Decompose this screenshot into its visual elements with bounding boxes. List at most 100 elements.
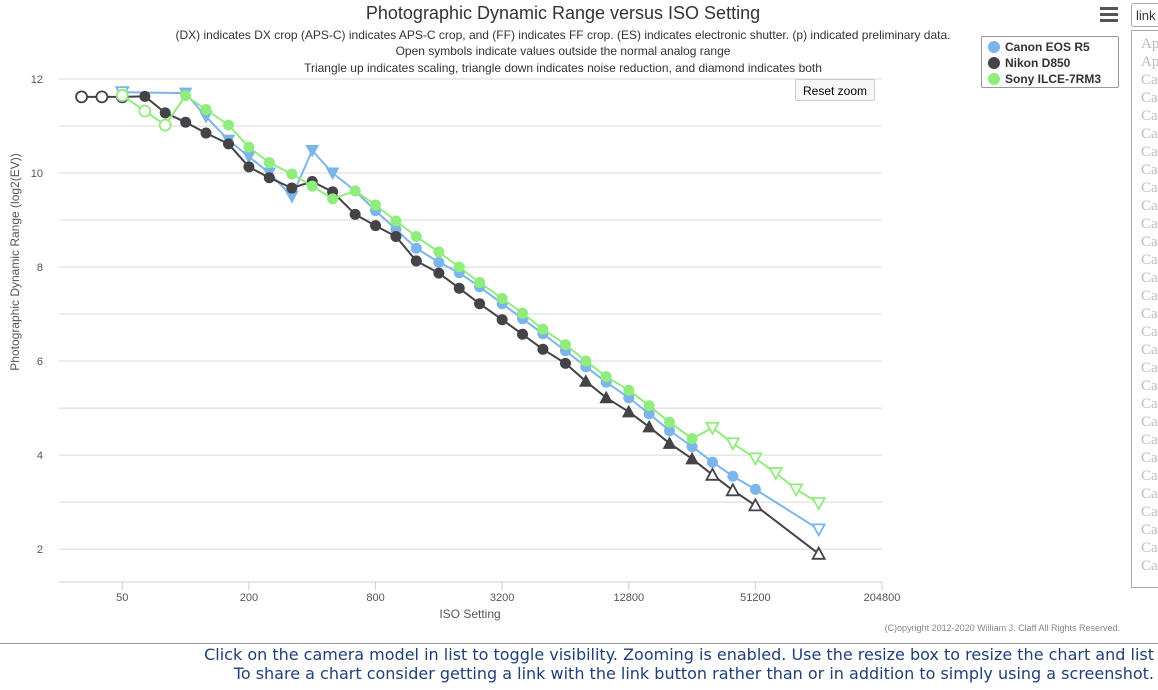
data-point[interactable] — [788, 483, 804, 498]
data-point[interactable] — [599, 390, 614, 404]
data-point[interactable] — [623, 384, 635, 396]
camera-list-item[interactable]: Ca — [1141, 306, 1158, 322]
data-point[interactable] — [95, 90, 109, 104]
data-point[interactable] — [811, 497, 827, 511]
data-point[interactable] — [686, 433, 698, 445]
data-point[interactable] — [474, 298, 486, 310]
camera-list-item[interactable]: Ca — [1141, 450, 1158, 466]
legend-item-canon-eos-r5[interactable]: Canon EOS R5 — [988, 39, 1112, 55]
data-point[interactable] — [180, 89, 192, 101]
camera-list-item[interactable]: Ca — [1141, 288, 1158, 304]
data-point[interactable] — [517, 307, 529, 319]
data-point[interactable] — [370, 220, 382, 232]
camera-model-list[interactable]: Ap Ap Ca Ca Ca Ca Ca Ca Ca Ca Ca Ca Ca Ca Ca Ca Ca Ca Ca Ca… — [1131, 30, 1158, 588]
data-point[interactable] — [243, 161, 255, 173]
data-point[interactable] — [223, 119, 235, 131]
camera-list-item[interactable]: Ca — [1141, 90, 1158, 106]
data-point[interactable] — [349, 208, 361, 220]
legend-item-nikon-d850[interactable]: Nikon D850 — [988, 55, 1112, 71]
data-point[interactable] — [580, 355, 592, 367]
camera-list-item[interactable]: Ca — [1141, 522, 1158, 538]
data-point[interactable] — [685, 451, 699, 465]
series-1[interactable] — [75, 90, 827, 560]
data-point[interactable] — [749, 483, 761, 495]
data-point[interactable] — [664, 416, 676, 428]
data-point[interactable] — [643, 400, 655, 412]
camera-list-item[interactable]: Ca — [1141, 180, 1158, 196]
link-button[interactable]: link — [1131, 3, 1158, 27]
data-point[interactable] — [725, 437, 741, 452]
data-point[interactable] — [517, 328, 529, 340]
data-point[interactable] — [643, 408, 655, 420]
data-point[interactable] — [223, 138, 235, 150]
data-point[interactable] — [433, 267, 445, 279]
data-point[interactable] — [496, 314, 508, 326]
data-point[interactable] — [811, 545, 827, 560]
data-point[interactable] — [200, 104, 212, 116]
data-point[interactable] — [453, 282, 465, 294]
camera-list-item[interactable]: Ca — [1141, 72, 1158, 88]
camera-list-item[interactable]: Ca — [1141, 558, 1158, 574]
data-point[interactable] — [747, 497, 763, 512]
data-point[interactable] — [496, 293, 508, 305]
data-point[interactable] — [263, 172, 275, 184]
data-point[interactable] — [600, 371, 612, 383]
data-point[interactable] — [642, 419, 656, 433]
data-point[interactable] — [286, 182, 298, 194]
data-point[interactable] — [811, 523, 827, 538]
data-point[interactable] — [180, 116, 192, 128]
data-point[interactable] — [704, 421, 720, 436]
data-point[interactable] — [725, 482, 741, 497]
data-point[interactable] — [158, 118, 172, 132]
data-point[interactable] — [370, 199, 382, 211]
camera-list-item[interactable]: Ca — [1141, 486, 1158, 502]
camera-list-item[interactable]: Ap — [1141, 36, 1158, 52]
camera-list-item[interactable]: Ca — [1141, 324, 1158, 340]
data-point[interactable] — [305, 144, 320, 158]
data-point[interactable] — [349, 185, 361, 197]
camera-list-item[interactable]: Ca — [1141, 396, 1158, 412]
data-point[interactable] — [138, 104, 152, 118]
series-2[interactable] — [115, 89, 827, 511]
camera-list-item[interactable]: Ca — [1141, 270, 1158, 286]
camera-list-item[interactable]: Ca — [1141, 468, 1158, 484]
data-point[interactable] — [410, 230, 422, 242]
data-point[interactable] — [704, 466, 720, 481]
series-0[interactable] — [114, 86, 827, 538]
data-point[interactable] — [747, 452, 763, 467]
data-point[interactable] — [139, 90, 151, 102]
camera-list-item[interactable]: Ca — [1141, 234, 1158, 250]
data-point[interactable] — [727, 470, 739, 482]
camera-list-item[interactable]: Ca — [1141, 342, 1158, 358]
data-point[interactable] — [474, 277, 486, 289]
camera-list-item[interactable]: Ca — [1141, 540, 1158, 556]
data-point[interactable] — [263, 157, 275, 169]
data-point[interactable] — [286, 168, 298, 180]
data-point[interactable] — [621, 404, 636, 418]
camera-list-item[interactable]: Ca — [1141, 144, 1158, 160]
camera-list-item[interactable]: Ca — [1141, 198, 1158, 214]
camera-list-item[interactable]: Ca — [1141, 252, 1158, 268]
data-point[interactable] — [390, 215, 402, 227]
data-point[interactable] — [433, 246, 445, 258]
data-point[interactable] — [537, 323, 549, 335]
data-point[interactable] — [327, 193, 339, 205]
data-point[interactable] — [706, 456, 718, 468]
hamburger-menu-icon[interactable] — [1100, 7, 1118, 23]
data-point[interactable] — [664, 425, 676, 437]
data-point[interactable] — [159, 107, 171, 119]
camera-list-item[interactable]: Ca — [1141, 162, 1158, 178]
data-point[interactable] — [623, 392, 635, 404]
camera-list-item[interactable]: Ca — [1141, 504, 1158, 520]
camera-list-item[interactable]: Ca — [1141, 360, 1158, 376]
reset-zoom-button[interactable]: Reset zoom — [795, 79, 875, 101]
data-point[interactable] — [578, 374, 593, 387]
legend-item-sony-ilce-7rm3[interactable]: Sony ILCE-7RM3 — [988, 71, 1112, 87]
data-point[interactable] — [115, 89, 129, 102]
data-point[interactable] — [453, 261, 465, 273]
data-point[interactable] — [410, 242, 422, 254]
data-point[interactable] — [325, 167, 340, 181]
data-point[interactable] — [537, 343, 549, 355]
data-point[interactable] — [390, 230, 402, 242]
data-point[interactable] — [433, 256, 445, 268]
